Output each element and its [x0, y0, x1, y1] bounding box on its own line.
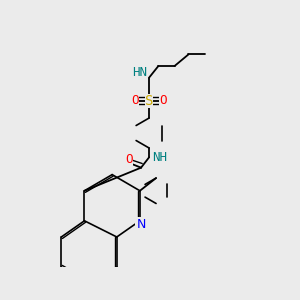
Text: S: S: [145, 94, 153, 108]
Text: O: O: [126, 153, 133, 166]
Text: HN: HN: [132, 67, 147, 80]
Text: O: O: [131, 94, 139, 107]
Text: NH: NH: [152, 151, 167, 164]
Text: N: N: [136, 218, 146, 231]
Text: O: O: [159, 94, 167, 107]
